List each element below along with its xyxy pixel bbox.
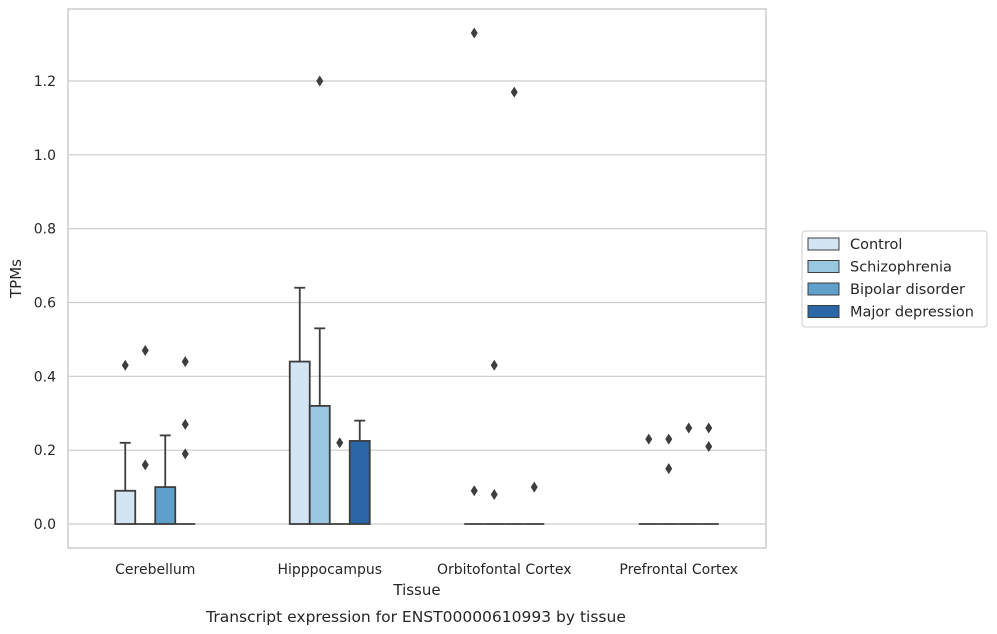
- outlier-point: [665, 463, 673, 475]
- outlier-point: [645, 433, 653, 445]
- outlier-point: [490, 488, 498, 500]
- y-tick-label: 1.0: [34, 148, 56, 164]
- outlier-point: [336, 437, 344, 449]
- bar: [288, 360, 311, 525]
- legend-label: Bipolar disorder: [850, 282, 965, 298]
- outlier-point: [705, 422, 713, 434]
- y-tick-label: 1.2: [34, 74, 56, 90]
- plot-frame: [67, 8, 767, 549]
- legend-label: Schizophrenia: [850, 260, 952, 276]
- outlier-point: [181, 356, 189, 368]
- legend-label: Major depression: [850, 305, 974, 321]
- outlier-point: [530, 481, 538, 493]
- bar: [154, 486, 177, 525]
- x-tick-label: Hipppocampus: [277, 562, 382, 578]
- outlier-point: [470, 27, 478, 39]
- outlier-point: [470, 485, 478, 497]
- y-tick-label: 0.6: [34, 295, 56, 311]
- y-tick-label: 0.2: [34, 443, 56, 459]
- x-axis-title: Tissue: [392, 581, 440, 599]
- outlier-point: [181, 418, 189, 430]
- legend: Control Schizophrenia Bipolar disorder Majo…: [801, 230, 988, 328]
- outlier-point: [490, 359, 498, 371]
- x-tick-label: Orbitofontal Cortex: [437, 562, 572, 578]
- y-tick-labels: 0.0 0.2 0.4 0.6 0.8 1.0 1.2: [34, 74, 56, 533]
- y-tick-label: 0.8: [34, 222, 56, 238]
- legend-swatch: [807, 305, 840, 318]
- legend-swatch: [807, 260, 840, 273]
- outlier-point: [685, 422, 693, 434]
- outlier-point: [316, 75, 324, 87]
- bars: [114, 360, 719, 525]
- x-tick-label: Prefrontal Cortex: [619, 562, 738, 578]
- chart-caption: Transcript expression for ENST0000061099…: [205, 608, 626, 626]
- y-tick-label: 0.0: [34, 517, 56, 533]
- outlier-point: [705, 440, 713, 452]
- legend-swatch: [807, 282, 840, 296]
- x-tick-label: Cerebellum: [115, 562, 195, 578]
- outlier-point: [121, 359, 129, 371]
- outlier-point: [181, 448, 189, 460]
- legend-label: Control: [850, 237, 902, 253]
- outlier-points: [121, 27, 713, 500]
- legend-box: [801, 230, 988, 328]
- x-tick-labels: Cerebellum Hipppocampus Orbitofontal Corte…: [115, 562, 738, 578]
- y-tick-label: 0.4: [34, 369, 56, 385]
- bar: [348, 440, 371, 525]
- bar: [114, 489, 137, 525]
- bar: [308, 404, 331, 525]
- grid-lines: [68, 80, 766, 525]
- y-axis-title: TPMs: [7, 259, 25, 299]
- outlier-point: [510, 86, 518, 98]
- outlier-point: [665, 433, 673, 445]
- outlier-point: [141, 459, 149, 471]
- outlier-point: [141, 344, 149, 356]
- error-bars: [119, 286, 366, 491]
- legend-swatch: [807, 237, 840, 251]
